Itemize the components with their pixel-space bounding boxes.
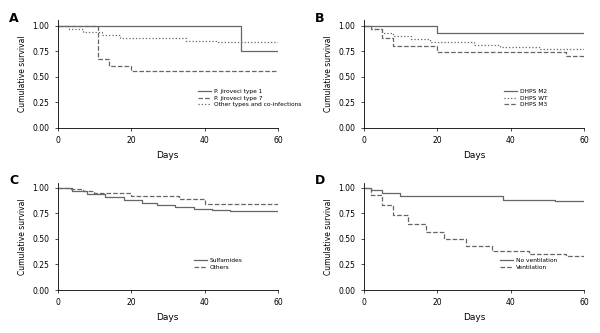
Legend: No ventilation, Ventilation: No ventilation, Ventilation bbox=[499, 257, 558, 271]
Text: B: B bbox=[315, 12, 325, 25]
Legend: P. jiroveci type 1, P. jiroveci type 7, Other types and co-infections: P. jiroveci type 1, P. jiroveci type 7, … bbox=[197, 88, 302, 109]
Y-axis label: Cumulative survival: Cumulative survival bbox=[324, 36, 333, 112]
X-axis label: Days: Days bbox=[157, 151, 179, 160]
Legend: Sulfamides, Others: Sulfamides, Others bbox=[193, 257, 244, 271]
Legend: DHPS M2, DHPS WT, DHPS M3: DHPS M2, DHPS WT, DHPS M3 bbox=[503, 88, 549, 109]
Y-axis label: Cumulative survival: Cumulative survival bbox=[324, 198, 333, 275]
Text: D: D bbox=[315, 174, 325, 187]
X-axis label: Days: Days bbox=[463, 313, 485, 322]
X-axis label: Days: Days bbox=[463, 151, 485, 160]
Y-axis label: Cumulative survival: Cumulative survival bbox=[18, 198, 27, 275]
Y-axis label: Cumulative survival: Cumulative survival bbox=[18, 36, 27, 112]
X-axis label: Days: Days bbox=[157, 313, 179, 322]
Text: C: C bbox=[9, 174, 18, 187]
Text: A: A bbox=[9, 12, 19, 25]
